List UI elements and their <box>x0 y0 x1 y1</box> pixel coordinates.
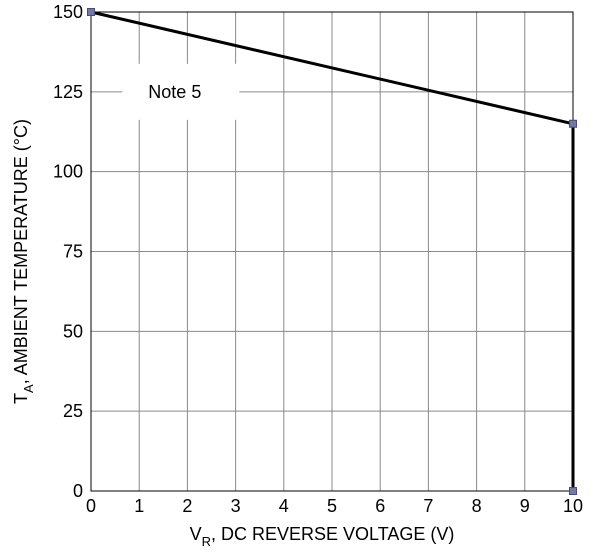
y-tick-label-125: 125 <box>53 82 83 102</box>
x-tick-label-5: 5 <box>327 496 337 516</box>
data-point-0 <box>87 8 95 16</box>
x-tick-label-2: 2 <box>182 496 192 516</box>
x-tick-label-3: 3 <box>231 496 241 516</box>
axis-label-subscript: R <box>202 534 211 549</box>
x-axis-label: VR, DC REVERSE VOLTAGE (V) <box>190 524 455 549</box>
data-point-2 <box>569 487 577 495</box>
x-tick-labels: 0 1 2 3 4 5 6 7 8 9 10 <box>86 496 583 516</box>
x-tick-label-10: 10 <box>563 496 583 516</box>
series-layer <box>87 8 577 495</box>
data-point-1 <box>569 119 577 128</box>
y-tick-label-25: 25 <box>63 401 83 421</box>
x-tick-label-7: 7 <box>423 496 433 516</box>
x-tick-label-9: 9 <box>520 496 530 516</box>
y-tick-label-150: 150 <box>53 2 83 22</box>
y-tick-label-0: 0 <box>73 481 83 501</box>
axis-label-subscript: A <box>21 384 36 393</box>
y-tick-label-100: 100 <box>53 162 83 182</box>
y-tick-labels: 0 25 50 75 100 125 150 <box>53 2 83 501</box>
x-tick-label-4: 4 <box>279 496 289 516</box>
axis-label-rest: , DC REVERSE VOLTAGE (V) <box>211 524 454 544</box>
x-tick-label-1: 1 <box>134 496 144 516</box>
axis-label-main: V <box>190 524 202 544</box>
axis-label-main: T <box>11 393 31 404</box>
y-tick-label-50: 50 <box>63 321 83 341</box>
y-axis-label: TA, AMBIENT TEMPERATURE (°C) <box>11 119 36 404</box>
axis-label-rest: , AMBIENT TEMPERATURE (°C) <box>11 119 31 384</box>
x-tick-label-6: 6 <box>375 496 385 516</box>
note-5-annotation: Note 5 <box>148 82 201 102</box>
y-tick-label-75: 75 <box>63 242 83 262</box>
x-tick-label-8: 8 <box>472 496 482 516</box>
x-tick-label-0: 0 <box>86 496 96 516</box>
note-background <box>122 63 240 120</box>
